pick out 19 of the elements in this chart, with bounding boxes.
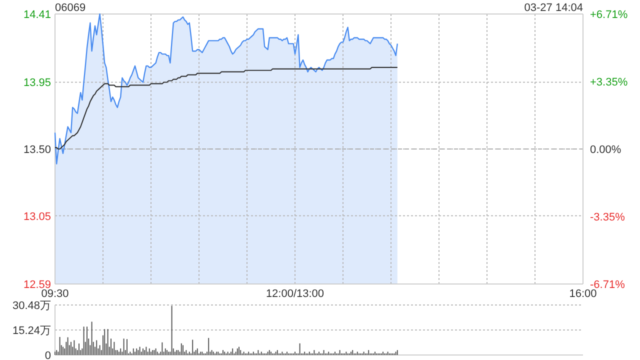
y2-tick-label: -6.71% <box>590 279 626 291</box>
y-tick-label: 12.59 <box>23 279 51 291</box>
line-series <box>54 66 398 150</box>
y-tick-label: 0 <box>44 350 51 360</box>
y-tick-label: 15.24万 <box>12 325 51 337</box>
y2-tick-label: -3.35% <box>590 211 626 224</box>
y-tick-label: 13.50 <box>23 144 51 156</box>
x-tick-label: 16:00 <box>569 288 597 300</box>
y-tick-label: 13.05 <box>23 210 51 223</box>
y2-tick-label: +6.71% <box>590 9 628 21</box>
y-tick-label: 13.95 <box>23 77 51 90</box>
y2-tick-label: 0.00% <box>590 144 622 156</box>
annotation: 03-27 14:04 <box>524 2 583 14</box>
x-tick-label: 12:00/13:00 <box>266 288 324 300</box>
chart-title: 06069 <box>55 2 86 14</box>
x-tick-label: 09:30 <box>41 288 69 300</box>
y2-tick-label: +3.35% <box>590 76 628 89</box>
y-tick-label: 14.41 <box>23 9 51 21</box>
y-tick-label: 30.48万 <box>12 300 51 312</box>
